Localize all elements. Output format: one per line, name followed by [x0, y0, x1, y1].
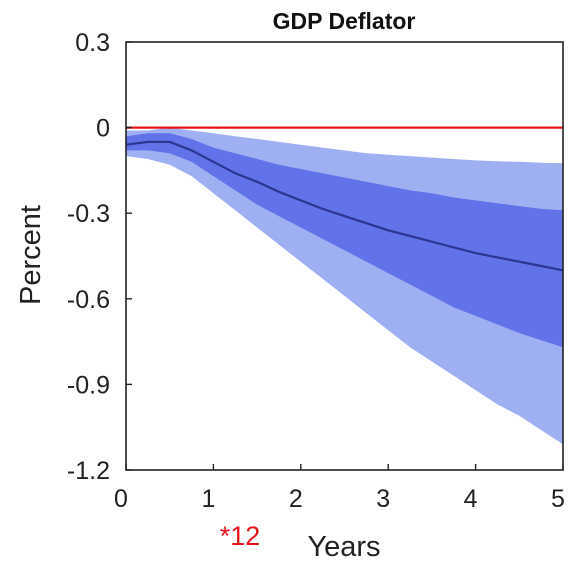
x-axis-label: Years	[307, 531, 380, 563]
x-tick-label: 4	[464, 485, 478, 513]
x-tick-label: 2	[289, 485, 303, 513]
y-axis-ticks: 0.3 0 -0.3 -0.6 -0.9 -1.2	[67, 29, 132, 485]
median-line	[125, 140, 564, 272]
y-tick-label: -0.3	[67, 200, 110, 228]
y-tick-label: 0.3	[75, 29, 110, 57]
x-tick-label: 1	[201, 485, 215, 513]
y-tick-label: -0.6	[67, 286, 110, 314]
x-tick-label: 0	[114, 485, 128, 513]
plot-frame	[125, 41, 564, 471]
y-axis-label: Percent	[15, 205, 47, 305]
inner-confidence-band	[126, 133, 563, 348]
y-tick-label: -0.9	[67, 371, 110, 399]
y-tick-label: 0	[96, 115, 110, 143]
x-tick-label: 3	[376, 485, 390, 513]
chart-title: GDP Deflator	[273, 8, 416, 34]
plot-area	[125, 126, 564, 445]
x-axis-ticks: 0 1 2 3 4 5	[114, 464, 565, 513]
annotation-note: *12	[220, 521, 261, 551]
y-tick-label: -1.2	[67, 457, 110, 485]
x-tick-label: 5	[551, 485, 565, 513]
